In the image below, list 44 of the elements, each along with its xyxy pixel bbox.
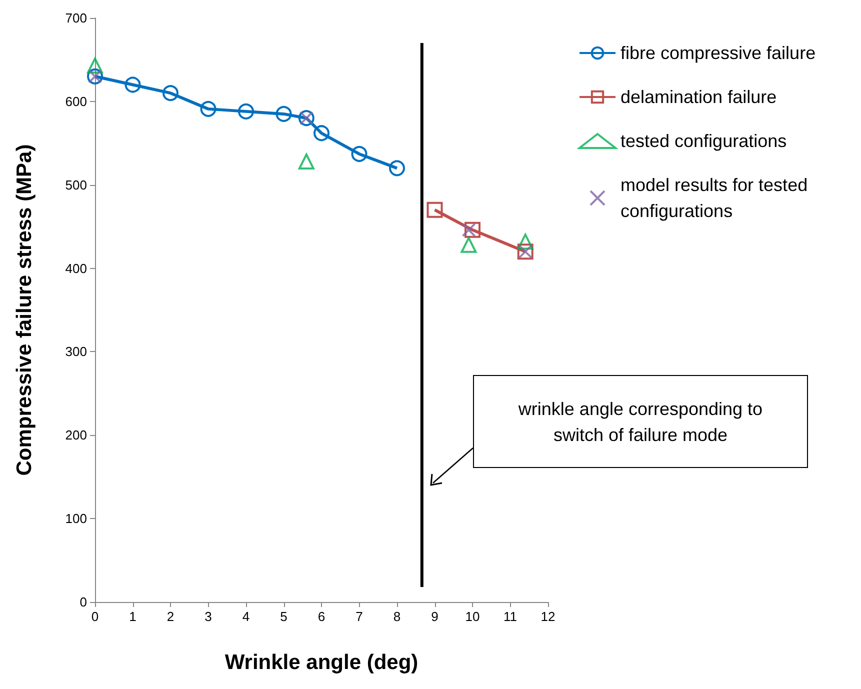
y-tick-label: 300 [65, 344, 87, 360]
point [200, 100, 216, 117]
x-tick-label: 2 [166, 609, 174, 624]
y-tick-label: 100 [65, 511, 87, 526]
point [389, 160, 405, 176]
x-tick-label: 8 [393, 609, 401, 624]
x-tick-label: 7 [356, 609, 363, 624]
x-tick-label: 3 [204, 609, 212, 624]
y-tick-label: 0 [80, 594, 87, 610]
text-box-outline: wrinkle angle corresponding to switch of failure mode [473, 375, 808, 468]
x-tick-label: 6 [318, 609, 326, 624]
x-tick-label: 10 [465, 609, 480, 624]
y-tick-label: 500 [65, 177, 87, 192]
point [162, 85, 178, 102]
x-tick-label: 1 [129, 609, 136, 624]
point [517, 234, 534, 250]
legend-label: model results for tested configurations [620, 175, 813, 221]
y-tick-label: 700 [65, 10, 87, 26]
point [351, 146, 368, 162]
point [460, 236, 477, 253]
x-tick-label: 11 [504, 609, 517, 624]
point [238, 103, 254, 120]
point [124, 76, 141, 93]
point [298, 153, 314, 170]
x-tick-label: 4 [242, 609, 250, 624]
y-tick-label: 600 [65, 94, 87, 109]
point [87, 58, 103, 74]
point [314, 125, 330, 142]
x-tick-label: 0 [91, 609, 99, 624]
y-tick-label: 200 [65, 428, 87, 443]
point [426, 202, 443, 218]
legend-label: tested configurations [620, 131, 787, 151]
x-tick-label: 5 [280, 609, 288, 624]
legend-label: delamination failure [620, 87, 777, 107]
x-axis-title: Wrinkle angle (deg) [224, 651, 418, 674]
x-tick-label: 9 [431, 609, 438, 624]
annotation: wrinkle angle corresponding to switch of failure mode [517, 398, 764, 446]
point [462, 222, 476, 237]
y-tick-label: 400 [65, 260, 87, 276]
y-axis-title: Compressive failure stress (MPa) [13, 144, 36, 476]
x-tick-label: 12 [540, 609, 556, 624]
legend-label: fibre compressive failure [620, 43, 816, 63]
point [276, 106, 292, 122]
point [464, 222, 480, 238]
